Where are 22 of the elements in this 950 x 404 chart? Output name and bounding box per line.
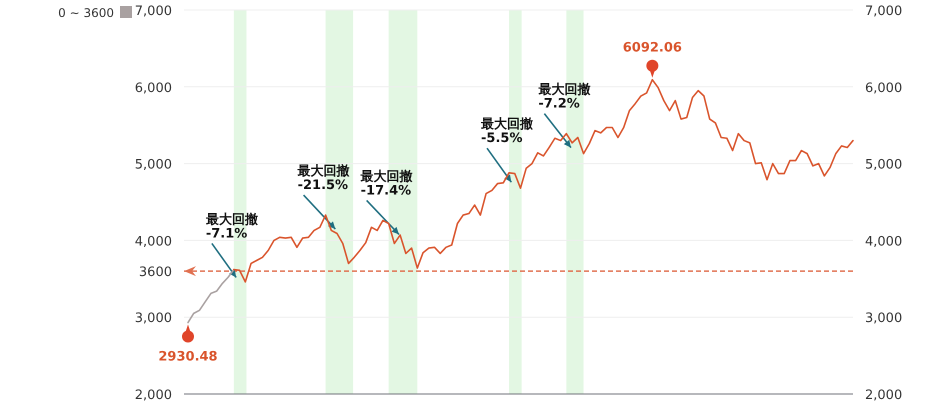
ref-line-label: 3600 bbox=[138, 265, 172, 280]
y-tick-label: 5,000 bbox=[134, 158, 172, 173]
annotation: 最大回撤 -17.4% bbox=[360, 168, 413, 198]
y-tick-label: 2,000 bbox=[134, 388, 172, 403]
annotation: 最大回撤 -7.1% bbox=[204, 211, 258, 242]
y2-tick-label: 5,000 bbox=[865, 158, 902, 173]
y-tick-label: 4,000 bbox=[134, 234, 172, 250]
annotation: 最大回撤 -7.2% bbox=[537, 82, 590, 112]
annotation: 最大回撤 -5.5% bbox=[480, 116, 534, 146]
data-label: 6092.06 bbox=[622, 40, 682, 56]
y-tick-label: 3,000 bbox=[134, 311, 172, 326]
y2-tick-label: 2,000 bbox=[865, 388, 902, 403]
y2-tick-label: 7,000 bbox=[865, 4, 902, 19]
y-tick-label: 6,000 bbox=[134, 80, 172, 96]
data-label: 2930.48 bbox=[158, 350, 218, 365]
legend-label: 0 ~ 3600 bbox=[58, 6, 114, 20]
y-tick-label: 7,000 bbox=[134, 4, 172, 19]
line-series bbox=[187, 268, 235, 324]
y2-tick-label: 3,000 bbox=[865, 311, 902, 326]
y2-tick-label: 4,000 bbox=[865, 234, 902, 250]
y2-tick-label: 6,000 bbox=[865, 80, 902, 96]
annotation: 最大回撤 -21.5% bbox=[296, 163, 350, 194]
